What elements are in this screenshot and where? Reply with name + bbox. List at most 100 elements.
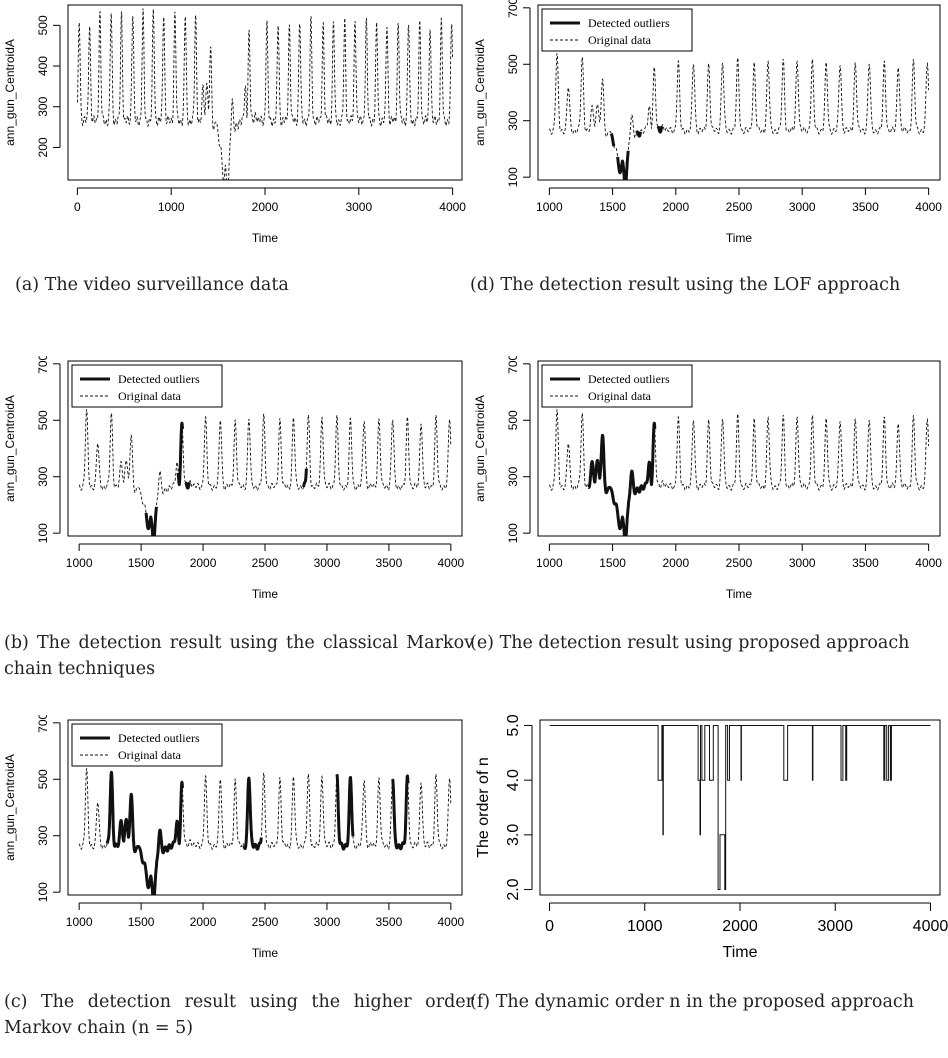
legend-label-outliers: Detected outliers (588, 372, 670, 386)
x-tick-label: 4000 (915, 556, 942, 570)
legend-box (71, 364, 223, 408)
legend-label-outliers: Detected outliers (118, 731, 200, 745)
plot-area (549, 725, 931, 890)
chart-panel-a: 0 1000 2000 3000 4000 Time 200 300 400 500 ann_gun… (0, 0, 470, 262)
x-tick-label: 4000 (439, 200, 466, 214)
caption-f-text: (f) The dynamic order n in the proposed … (470, 992, 914, 1012)
x-axis-label: Time (252, 946, 279, 960)
series-detected-outliers-segment (616, 150, 630, 180)
plot-area (549, 53, 930, 180)
caption-f: (f) The dynamic order n in the proposed … (470, 989, 945, 1015)
plot-frame (67, 360, 463, 537)
y-tick-label: 100 (506, 167, 520, 187)
x-tick-label: 3000 (789, 200, 816, 214)
x-tick-label: 2000 (190, 915, 217, 929)
x-tick-label: 4000 (915, 200, 942, 214)
chart-f: 0 1000 2000 3000 4000 Time 2.0 3.0 4.0 5.0 The ord… (475, 715, 948, 961)
y-tick-label: 5.0 (505, 715, 522, 737)
y-tick-label: 300 (36, 825, 50, 845)
legend-box (71, 723, 223, 767)
y-axis-label: ann_gun_CentroidA (473, 395, 487, 502)
x-tick-label: 2000 (722, 918, 758, 935)
chart-panel-c: 1000 1500 2000 2500 3000 3500 4000 Time 100 300 50… (0, 715, 470, 977)
x-tick-label: 2500 (726, 200, 753, 214)
y-tick-label: 100 (36, 882, 50, 902)
x-tick-label: 0 (74, 200, 81, 214)
x-tick-label: 1000 (536, 200, 563, 214)
plot-frame (537, 360, 941, 537)
plot-area (77, 8, 453, 180)
y-tick-label: 300 (36, 96, 50, 116)
y-tick-label: 2.0 (505, 878, 522, 900)
x-tick-label: 2500 (252, 915, 279, 929)
series-detected-outliers-segment (242, 776, 263, 851)
x-axis-label: Time (726, 231, 753, 245)
y-tick-label: 500 (36, 769, 50, 789)
y-tick-label: 100 (506, 523, 520, 543)
series-detected-outliers-segment (105, 770, 184, 895)
x-tick-label: 0 (545, 918, 554, 935)
series-detected-outliers-segment (176, 421, 184, 487)
axes-b: 1000 1500 2000 2500 3000 3500 4000 Time 100 300 50… (3, 356, 465, 601)
caption-a-text: (a) The video surveillance data (15, 275, 289, 295)
chart-e: 1000 1500 2000 2500 3000 3500 4000 Time 100 300 50… (473, 356, 942, 601)
plot-area (78, 409, 452, 536)
caption-c: (c) The detection result using the highe… (4, 989, 474, 1042)
x-axis-label: Time (726, 587, 753, 601)
y-tick-label: 500 (506, 54, 520, 74)
plot-frame (537, 4, 941, 181)
x-tick-label: 3500 (376, 556, 403, 570)
x-tick-label: 2000 (662, 556, 689, 570)
chart-panel-b: 1000 1500 2000 2500 3000 3500 4000 Time 100 300 50… (0, 356, 470, 618)
x-tick-label: 1000 (66, 915, 93, 929)
y-tick-label: 500 (36, 410, 50, 430)
y-tick-label: 300 (36, 466, 50, 486)
x-tick-label: 4000 (437, 556, 464, 570)
caption-d-text: (d) The detection result using the LOF a… (470, 275, 901, 295)
x-tick-label: 3000 (817, 918, 853, 935)
y-tick-label: 300 (506, 466, 520, 486)
y-axis-label: ann_gun_CentroidA (3, 39, 17, 146)
legend-label-outliers: Detected outliers (588, 16, 670, 30)
legend-label-outliers: Detected outliers (118, 372, 200, 386)
y-tick-label: 700 (36, 356, 50, 374)
caption-e: (e) The detection result using proposed … (470, 630, 945, 656)
y-tick-label: 700 (506, 0, 520, 18)
y-axis-label: The order of n (475, 757, 492, 858)
y-tick-label: 100 (36, 523, 50, 543)
series-detected-outliers-segment (144, 506, 158, 536)
x-axis-label: Time (252, 231, 279, 245)
axes-c: 1000 1500 2000 2500 3000 3500 4000 Time 100 300 50… (3, 715, 465, 960)
caption-c-text: (c) The detection result using the highe… (4, 992, 474, 1039)
caption-d: (d) The detection result using the LOF a… (470, 272, 945, 298)
x-tick-label: 4000 (913, 918, 948, 935)
caption-a: (a) The video surveillance data (15, 272, 435, 298)
series-detected-outliers-segment (609, 132, 616, 147)
plot-frame (539, 719, 941, 896)
x-tick-label: 1000 (158, 200, 185, 214)
x-tick-label: 2000 (190, 556, 217, 570)
x-axis-label: Time (723, 944, 758, 961)
x-tick-label: 3000 (345, 200, 372, 214)
x-tick-label: 2500 (252, 556, 279, 570)
x-tick-label: 1500 (128, 556, 155, 570)
chart-panel-f: 0 1000 2000 3000 4000 Time 2.0 3.0 4.0 5.0 The ord… (470, 715, 948, 977)
series-original-data (78, 409, 452, 536)
x-tick-label: 1000 (66, 556, 93, 570)
series-detected-outliers-segment (184, 481, 191, 490)
caption-b: (b) The detection result using the class… (4, 630, 474, 683)
x-axis-label: Time (252, 587, 279, 601)
series-detected-outliers-segment (391, 774, 410, 851)
x-tick-label: 3000 (314, 915, 341, 929)
y-axis-label: ann_gun_CentroidA (3, 395, 17, 502)
chart-panel-d: 1000 1500 2000 2500 3000 3500 4000 Time 100 300 50… (470, 0, 948, 262)
x-tick-label: 1500 (599, 556, 626, 570)
legend: Detected outliers Original data (541, 364, 693, 408)
x-tick-label: 1000 (627, 918, 663, 935)
axes-a: 0 1000 2000 3000 4000 Time 200 300 400 500 ann_gun… (3, 4, 466, 245)
y-tick-label: 300 (506, 110, 520, 130)
x-tick-label: 2500 (726, 556, 753, 570)
y-tick-label: 400 (36, 56, 50, 76)
plot-area (549, 409, 930, 536)
x-tick-label: 1500 (599, 200, 626, 214)
